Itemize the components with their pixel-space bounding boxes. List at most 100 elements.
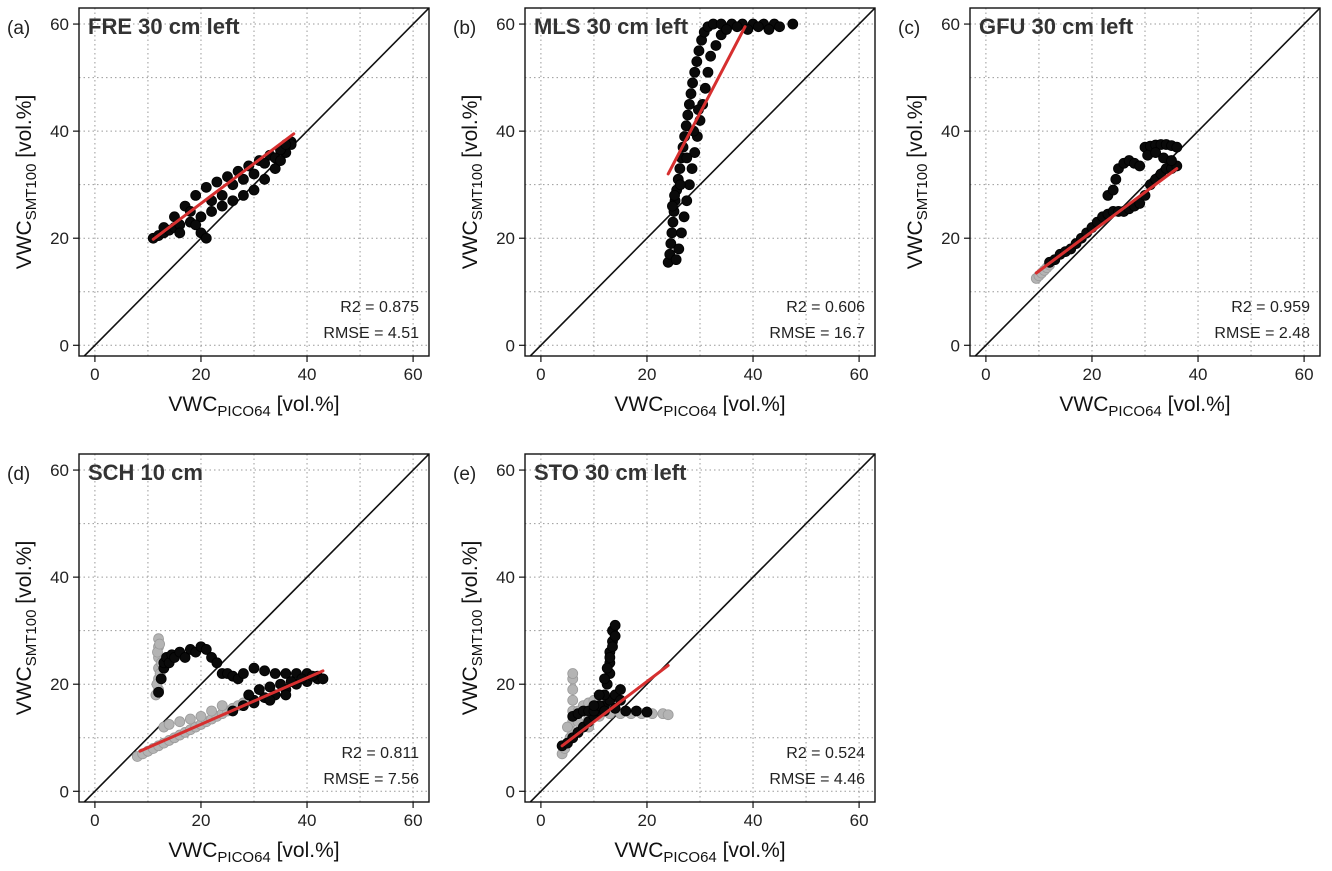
data-point bbox=[710, 40, 722, 51]
series-1 bbox=[556, 619, 653, 752]
y-tick-label: 60 bbox=[50, 461, 69, 480]
r2-label: R2 = 0.606 bbox=[786, 299, 865, 316]
data-point bbox=[641, 706, 653, 718]
data-point bbox=[259, 157, 271, 169]
data-point bbox=[222, 171, 233, 183]
data-point bbox=[687, 77, 698, 89]
x-tick-label: 20 bbox=[1083, 365, 1102, 384]
rmse-label: RMSE = 4.51 bbox=[323, 325, 419, 342]
y-tick-label: 40 bbox=[50, 122, 69, 141]
data-point bbox=[248, 662, 260, 674]
x-tick-label: 20 bbox=[192, 811, 211, 830]
y-tick-label: 0 bbox=[60, 782, 69, 801]
data-point bbox=[269, 668, 281, 679]
y-tick-label: 60 bbox=[496, 15, 515, 34]
x-tick-label: 20 bbox=[192, 365, 211, 384]
data-point bbox=[609, 619, 621, 631]
data-point bbox=[680, 120, 692, 132]
data-point bbox=[787, 18, 799, 30]
data-point bbox=[669, 189, 680, 201]
data-point bbox=[562, 721, 573, 733]
x-axis-label: VWCPICO64 [vol.%] bbox=[168, 393, 339, 420]
data-point bbox=[691, 56, 703, 67]
data-point bbox=[752, 21, 764, 33]
panel-title: SCH 10 cm bbox=[88, 460, 203, 485]
y-tick-label: 60 bbox=[496, 461, 515, 480]
panel-d: 0 20 40 60 0 20 40 60 VWCPICO64 [vol.%] VWCSMT100… bbox=[7, 453, 430, 866]
data-point bbox=[620, 705, 632, 717]
data-point bbox=[243, 689, 255, 701]
y-axis-label: VWCSMT100 [vol.%] bbox=[459, 541, 486, 716]
data-point bbox=[702, 66, 714, 78]
data-point bbox=[275, 155, 286, 166]
plot-frame bbox=[78, 453, 430, 803]
x-tick-label: 0 bbox=[981, 365, 990, 384]
data-point bbox=[615, 684, 626, 695]
data-point bbox=[676, 227, 687, 239]
panel-title: GFU 30 cm left bbox=[979, 14, 1134, 39]
r2-label: R2 = 0.524 bbox=[786, 745, 865, 762]
x-tick-label: 60 bbox=[404, 365, 423, 384]
data-point bbox=[607, 641, 618, 653]
data-point bbox=[184, 713, 196, 725]
data-point bbox=[1107, 184, 1119, 196]
data-point bbox=[666, 227, 678, 239]
y-axis-label: VWCSMT100 [vol.%] bbox=[13, 541, 40, 716]
y-tick-label: 0 bbox=[506, 336, 515, 355]
data-point bbox=[206, 206, 217, 217]
data-point bbox=[195, 211, 207, 223]
y-tick-label: 40 bbox=[496, 568, 515, 587]
x-tick-label: 60 bbox=[1295, 365, 1314, 384]
data-point bbox=[667, 216, 679, 228]
data-point bbox=[567, 694, 579, 706]
data-point bbox=[567, 668, 579, 679]
y-tick-label: 60 bbox=[941, 15, 960, 34]
series-1 bbox=[153, 641, 329, 717]
data-point bbox=[593, 689, 605, 701]
rmse-label: RMSE = 4.46 bbox=[769, 771, 865, 788]
data-point bbox=[200, 644, 212, 655]
data-point bbox=[1150, 147, 1162, 158]
data-point bbox=[200, 232, 212, 244]
data-point bbox=[317, 673, 329, 685]
data-point bbox=[174, 716, 186, 728]
y-axis-label: VWCSMT100 [vol.%] bbox=[459, 95, 486, 270]
panel-title: FRE 30 cm left bbox=[88, 14, 240, 39]
data-point bbox=[237, 173, 249, 185]
data-point bbox=[678, 211, 690, 223]
panel-b: 0 20 40 60 0 20 40 60 VWCPICO64 [vol.%] VWCSMT100… bbox=[453, 7, 876, 420]
data-point bbox=[667, 200, 678, 212]
data-point bbox=[721, 24, 732, 35]
regression-line bbox=[138, 669, 325, 753]
data-point bbox=[1171, 141, 1183, 153]
r2-label: R2 = 0.875 bbox=[340, 299, 419, 316]
data-point bbox=[683, 179, 695, 191]
data-point bbox=[731, 21, 743, 33]
x-axis-label: VWCPICO64 [vol.%] bbox=[1059, 393, 1230, 420]
x-tick-label: 20 bbox=[638, 365, 657, 384]
x-axis-label: VWCPICO64 [vol.%] bbox=[168, 839, 339, 866]
data-point bbox=[699, 82, 711, 94]
series-1 bbox=[1044, 139, 1183, 268]
rmse-label: RMSE = 2.48 bbox=[1214, 325, 1310, 342]
data-point bbox=[674, 163, 686, 175]
x-tick-label: 40 bbox=[298, 365, 317, 384]
y-tick-label: 40 bbox=[496, 122, 515, 141]
data-point bbox=[630, 705, 642, 717]
data-point bbox=[200, 181, 212, 193]
data-point bbox=[774, 21, 785, 33]
panel-tag: (e) bbox=[453, 464, 476, 485]
panel-c: 0 20 40 60 0 20 40 60 VWCPICO64 [vol.%] VWCSMT100… bbox=[898, 7, 1321, 420]
y-tick-label: 20 bbox=[50, 229, 69, 248]
x-tick-label: 40 bbox=[298, 811, 317, 830]
data-point bbox=[206, 705, 217, 717]
panel-title: STO 30 cm left bbox=[534, 460, 687, 485]
rmse-label: RMSE = 16.7 bbox=[769, 325, 865, 342]
x-tick-label: 40 bbox=[744, 365, 763, 384]
y-axis-label: VWCSMT100 [vol.%] bbox=[13, 95, 40, 270]
data-point bbox=[686, 163, 698, 175]
data-point bbox=[705, 50, 717, 62]
data-point bbox=[179, 652, 191, 663]
plot-frame bbox=[524, 453, 876, 803]
data-point bbox=[264, 681, 276, 693]
